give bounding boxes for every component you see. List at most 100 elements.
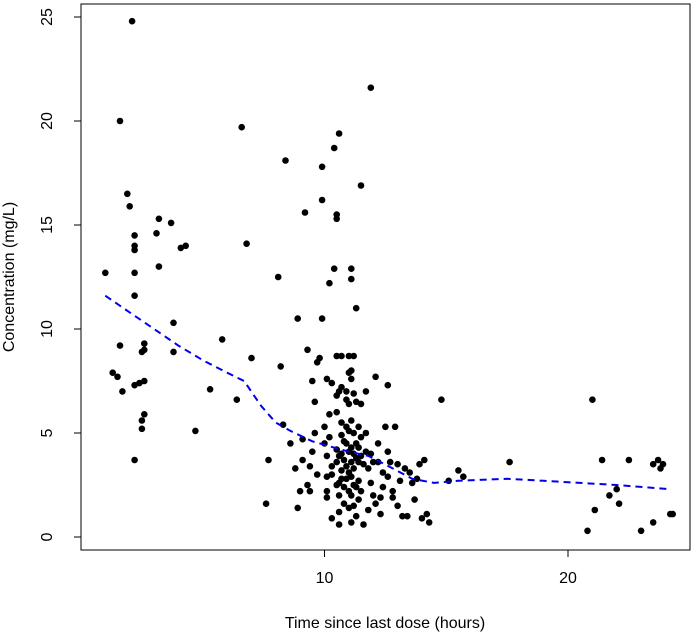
- data-point: [352, 512, 360, 520]
- data-point: [352, 483, 360, 491]
- data-point: [348, 473, 355, 481]
- data-point: [141, 340, 148, 347]
- data-point: [335, 508, 343, 516]
- data-point: [131, 456, 138, 464]
- data-point: [355, 477, 362, 485]
- data-point: [345, 400, 353, 408]
- data-point: [309, 448, 316, 456]
- data-point: [330, 265, 338, 273]
- data-point: [338, 352, 345, 360]
- x-tick-label: 10: [316, 570, 334, 587]
- data-point: [374, 440, 382, 447]
- data-point: [301, 209, 309, 216]
- y-axis-title: Concentration (mg/L): [1, 202, 18, 352]
- data-point: [318, 163, 326, 171]
- data-point: [333, 352, 341, 360]
- data-point: [116, 342, 124, 349]
- data-point: [309, 377, 316, 385]
- data-point: [423, 510, 431, 518]
- data-point: [365, 465, 372, 472]
- data-point: [238, 123, 245, 131]
- data-point: [350, 390, 358, 397]
- data-point: [372, 373, 379, 381]
- data-point: [330, 144, 338, 152]
- data-point: [326, 433, 333, 441]
- data-point: [131, 246, 138, 254]
- data-point: [659, 460, 667, 468]
- data-point: [304, 481, 311, 489]
- data-point: [182, 242, 189, 250]
- data-point: [384, 448, 392, 456]
- data-point: [355, 423, 362, 431]
- data-point: [119, 388, 126, 395]
- data-point: [316, 354, 323, 362]
- data-point: [350, 465, 358, 472]
- data-point: [367, 84, 375, 91]
- data-point: [338, 475, 345, 483]
- data-point: [591, 506, 599, 514]
- data-point: [362, 388, 370, 395]
- data-point: [328, 463, 336, 470]
- data-point: [345, 352, 353, 360]
- data-point: [318, 196, 326, 204]
- data-point: [218, 336, 226, 343]
- y-tick-label: 25: [39, 8, 56, 26]
- data-point: [365, 506, 372, 514]
- data-point: [421, 456, 428, 464]
- y-tick-label: 10: [39, 320, 56, 338]
- plot-frame: [80, 3, 691, 551]
- data-point: [379, 483, 387, 491]
- data-point: [326, 279, 333, 287]
- data-point: [243, 240, 250, 247]
- data-point: [411, 496, 418, 503]
- data-point: [377, 510, 384, 518]
- data-point: [170, 319, 177, 327]
- x-tick-label: 20: [559, 570, 577, 587]
- data-point: [360, 521, 367, 528]
- data-point: [311, 398, 319, 406]
- data-point: [304, 346, 311, 354]
- trend-line: [104, 294, 671, 491]
- data-point: [367, 479, 375, 487]
- data-point: [141, 377, 148, 385]
- data-point: [350, 502, 358, 510]
- y-tick-label: 20: [39, 112, 56, 130]
- data-point: [355, 496, 362, 503]
- data-point: [396, 477, 404, 485]
- data-point: [323, 452, 331, 460]
- data-point: [438, 396, 445, 404]
- data-point: [328, 471, 336, 478]
- data-point: [425, 519, 433, 526]
- data-point: [299, 456, 306, 464]
- data-point: [335, 521, 343, 528]
- data-point: [391, 423, 399, 431]
- data-point: [335, 130, 343, 137]
- data-point: [589, 396, 596, 404]
- data-point: [416, 460, 423, 468]
- data-point: [277, 363, 285, 370]
- data-point: [460, 473, 467, 481]
- data-point: [384, 473, 392, 481]
- data-point: [357, 433, 365, 441]
- data-point: [348, 417, 355, 424]
- data-point: [294, 504, 302, 512]
- data-point: [389, 494, 397, 501]
- data-point: [348, 265, 355, 273]
- data-point: [384, 381, 392, 389]
- data-point: [649, 519, 657, 526]
- data-point: [335, 492, 343, 499]
- data-point: [328, 515, 336, 522]
- data-point: [333, 215, 341, 223]
- data-point: [323, 494, 331, 501]
- data-point: [389, 487, 397, 495]
- data-point: [141, 411, 148, 418]
- data-point: [311, 429, 319, 437]
- data-point: [338, 431, 345, 439]
- data-point: [294, 315, 302, 322]
- y-tick-label: 5: [39, 428, 56, 437]
- data-point: [128, 17, 136, 25]
- data-point: [606, 492, 613, 499]
- data-point: [306, 487, 314, 495]
- data-point: [102, 269, 109, 277]
- data-point: [340, 483, 348, 491]
